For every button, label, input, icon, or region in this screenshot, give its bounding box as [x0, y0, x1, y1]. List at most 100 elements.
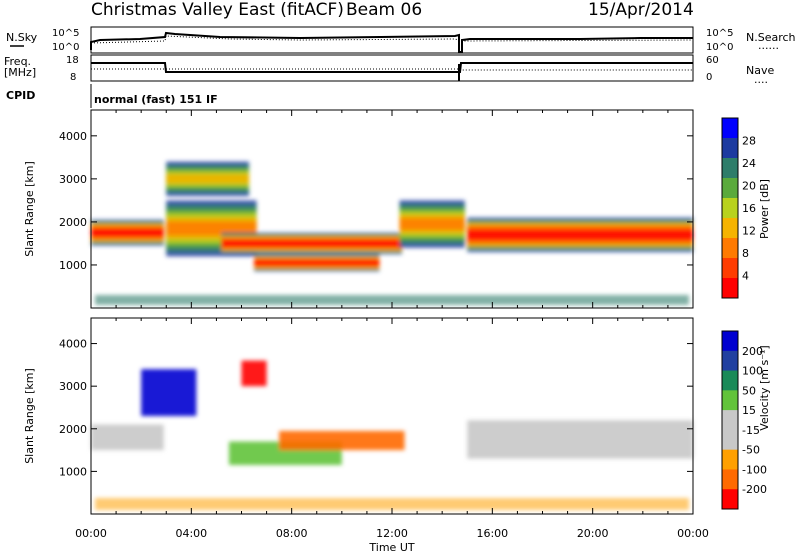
nsearch-dots: ......: [758, 39, 779, 52]
power-echo-band: [91, 229, 164, 236]
power-echo-band: [166, 221, 257, 236]
nsky-panel: N.Sky 10^5 10^0 10^5 10^0 N.Search .....…: [6, 26, 796, 54]
colorbar-swatch: [722, 178, 738, 199]
nsky-tick-bottom: 10^0: [52, 42, 79, 53]
station-title: Christmas Valley East (fitACF): [91, 0, 344, 20]
nave-trace: [91, 68, 693, 71]
time-tick-label: 08:00: [276, 527, 308, 540]
colorbar-tick-label: 20: [742, 180, 756, 193]
freq-tick-bottom: 8: [70, 72, 76, 83]
colorbar-swatch: [722, 278, 738, 299]
freq-panel: Freq. [MHz] 18 8 60 0 Nave ....: [4, 54, 774, 86]
colorbar-tick-label: 12: [742, 225, 756, 238]
range-tick-label: 1000: [59, 259, 87, 272]
nave-tick-top: 60: [706, 55, 719, 66]
date-title: 15/Apr/2014: [588, 0, 694, 20]
beam-title: Beam 06: [346, 0, 422, 20]
nsky-tick-top: 10^5: [52, 28, 79, 39]
velocity-echo-layer: [91, 360, 693, 510]
velocity-colorbar-label: Velocity [m s⁻¹]: [758, 345, 771, 430]
power-echo-band: [221, 240, 403, 247]
time-tick-label: 00:00: [677, 527, 709, 540]
colorbar-tick-label: 16: [742, 202, 756, 215]
power-echo-band: [254, 260, 380, 265]
colorbar-swatch: [722, 350, 738, 372]
power-y-ticks: 4000 3000 2000 1000: [59, 130, 693, 272]
colorbar-frame: [721, 330, 739, 510]
velocity-echo-region: [91, 424, 164, 451]
time-tick-label: 16:00: [476, 527, 508, 540]
colorbar-swatch: [722, 258, 738, 279]
colorbar-swatch: [722, 118, 738, 139]
power-ground-scatter: [95, 295, 689, 305]
cpid-label: CPID: [6, 89, 35, 102]
colorbar-tick-label: 4: [742, 270, 749, 283]
range-tick-label: 2000: [59, 423, 87, 436]
freq-label-line1: Freq.: [4, 55, 31, 68]
freq-tick-top: 18: [66, 55, 79, 66]
velocity-echo-region: [141, 369, 197, 416]
power-echo-layer: [91, 161, 693, 305]
freq-label-line2: [MHz]: [4, 66, 36, 79]
colorbar-tick-label: -100: [742, 463, 767, 476]
range-tick-label: 2000: [59, 216, 87, 229]
colorbar-tick-label: 50: [742, 384, 756, 397]
time-tick-label: 12:00: [376, 527, 408, 540]
colorbar-tick-label: 8: [742, 247, 749, 260]
cpid-value: normal (fast) 151 IF: [94, 93, 218, 106]
time-tick-label: 00:00: [75, 527, 107, 540]
velocity-x-ticks: 00:00 04:00 08:00 12:00 16:00 20:00 00:00: [75, 527, 709, 540]
colorbar-frame: [721, 117, 739, 299]
velocity-xlabel: Time UT: [368, 541, 414, 554]
velocity-axes: [90, 317, 694, 515]
velocity-echo-region: [241, 360, 267, 387]
velocity-y-ticks: 4000 3000 2000 1000: [59, 338, 693, 478]
nave-dots: ....: [754, 73, 768, 86]
nave-label: Nave: [746, 64, 774, 77]
colorbar-swatch: [722, 410, 738, 431]
nsky-label: N.Sky: [6, 31, 38, 44]
colorbar-swatch: [722, 198, 738, 219]
velocity-echo-region: [279, 430, 405, 451]
velocity-colorbar: 200 100 50 15 -15 -50 -100 -200: [721, 330, 767, 510]
freq-trace: [91, 62, 693, 73]
colorbar-tick-label: -15: [742, 424, 760, 437]
time-tick-label: 20:00: [577, 527, 609, 540]
power-colorbar-label: Power [dB]: [758, 179, 771, 239]
power-panel: Slant Range [km] 4000 3000 2000 1000 28 24 20…: [23, 109, 771, 309]
power-echo-band: [166, 174, 250, 184]
power-echo-band: [399, 218, 465, 230]
nsearch-label: N.Search: [746, 31, 796, 44]
colorbar-tick-label: 100: [742, 365, 763, 378]
colorbar-swatch: [722, 238, 738, 259]
colorbar-swatch: [722, 469, 738, 490]
velocity-ground-scatter: [95, 498, 689, 510]
range-tick-label: 4000: [59, 130, 87, 143]
colorbar-tick-label: -200: [742, 483, 767, 496]
colorbar-tick-label: 200: [742, 345, 763, 358]
nsearch-tick-top: 10^5: [706, 28, 733, 39]
colorbar-tick-label: 28: [742, 135, 756, 148]
nsearch-tick-bottom: 10^0: [706, 42, 733, 53]
colorbar-tick-label: -50: [742, 444, 760, 457]
colorbar-swatch: [722, 331, 738, 352]
colorbar-swatch: [722, 158, 738, 179]
time-tick-label: 04:00: [175, 527, 207, 540]
power-ylabel: Slant Range [km]: [23, 161, 36, 257]
colorbar-tick-label: 24: [742, 157, 756, 170]
power-colorbar: 28 24 20 16 12 8 4: [721, 117, 756, 299]
colorbar-swatch: [722, 429, 738, 451]
power-echo-band: [467, 230, 693, 240]
colorbar-swatch: [722, 218, 738, 239]
range-tick-label: 4000: [59, 338, 87, 351]
colorbar-swatch: [722, 390, 738, 411]
power-axes: [90, 109, 694, 309]
range-tick-label: 3000: [59, 173, 87, 186]
velocity-ylabel: Slant Range [km]: [23, 368, 36, 464]
range-tick-label: 1000: [59, 465, 87, 478]
colorbar-swatch: [722, 449, 738, 470]
colorbar-swatch: [722, 489, 738, 510]
range-tick-label: 3000: [59, 380, 87, 393]
nave-tick-bottom: 0: [706, 72, 712, 83]
